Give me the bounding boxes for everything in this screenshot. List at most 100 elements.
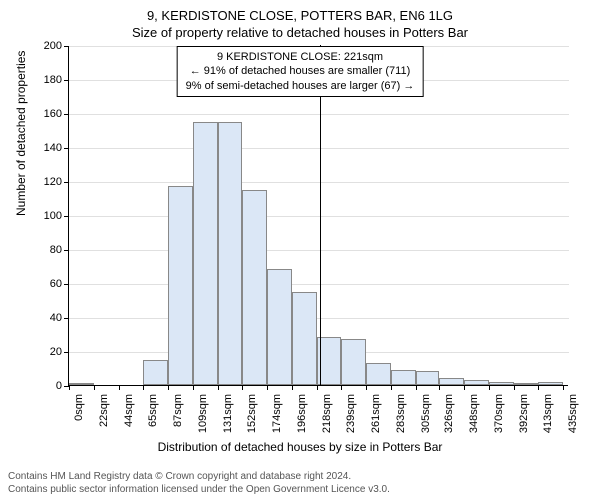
chart-container: 9, KERDISTONE CLOSE, POTTERS BAR, EN6 1L…	[0, 0, 600, 500]
xtick-mark	[292, 385, 293, 390]
ytick-mark	[64, 216, 69, 217]
xtick-mark	[464, 385, 465, 390]
xtick-label: 152sqm	[246, 394, 258, 433]
annotation-line3: 9% of semi-detached houses are larger (6…	[186, 79, 415, 93]
histogram-bar	[391, 370, 416, 385]
histogram-bar	[464, 380, 489, 385]
ytick-label: 0	[12, 380, 62, 392]
xtick-label: 44sqm	[123, 394, 135, 427]
xtick-mark	[439, 385, 440, 390]
xtick-label: 283sqm	[395, 394, 407, 433]
ytick-mark	[64, 114, 69, 115]
xtick-label: 392sqm	[518, 394, 530, 433]
histogram-bar	[514, 383, 538, 385]
xtick-mark	[69, 385, 70, 390]
histogram-bar	[292, 292, 317, 386]
xtick-label: 348sqm	[468, 394, 480, 433]
xtick-mark	[119, 385, 120, 390]
xtick-label: 413sqm	[542, 394, 554, 433]
xtick-mark	[341, 385, 342, 390]
ytick-mark	[64, 250, 69, 251]
xtick-label: 305sqm	[420, 394, 432, 433]
xtick-mark	[514, 385, 515, 390]
xtick-mark	[489, 385, 490, 390]
histogram-bar	[341, 339, 366, 385]
ytick-label: 40	[12, 312, 62, 324]
ytick-mark	[64, 284, 69, 285]
grid-line	[69, 250, 569, 251]
grid-line	[69, 182, 569, 183]
xtick-label: 239sqm	[345, 394, 357, 433]
annotation-line2: ← 91% of detached houses are smaller (71…	[186, 64, 415, 78]
xtick-label: 218sqm	[321, 394, 333, 433]
plot-area: 0204060801001201401601802000sqm22sqm44sq…	[68, 46, 568, 386]
xtick-label: 87sqm	[172, 394, 184, 427]
xtick-mark	[416, 385, 417, 390]
ytick-mark	[64, 80, 69, 81]
xtick-mark	[143, 385, 144, 390]
xtick-mark	[366, 385, 367, 390]
annotation-box: 9 KERDISTONE CLOSE: 221sqm ← 91% of deta…	[177, 46, 424, 97]
ytick-mark	[64, 352, 69, 353]
xtick-mark	[94, 385, 95, 390]
histogram-bar	[439, 378, 464, 385]
ytick-mark	[64, 148, 69, 149]
ytick-mark	[64, 46, 69, 47]
xtick-label: 22sqm	[98, 394, 110, 427]
xtick-mark	[563, 385, 564, 390]
footer-line1: Contains HM Land Registry data © Crown c…	[8, 471, 390, 484]
ytick-label: 120	[12, 176, 62, 188]
ytick-label: 160	[12, 108, 62, 120]
ytick-label: 20	[12, 346, 62, 358]
grid-line	[69, 216, 569, 217]
histogram-bar	[416, 371, 440, 385]
ytick-label: 200	[12, 40, 62, 52]
histogram-bar	[489, 382, 514, 385]
xtick-mark	[168, 385, 169, 390]
ytick-label: 180	[12, 74, 62, 86]
ytick-label: 60	[12, 278, 62, 290]
ytick-mark	[64, 318, 69, 319]
xtick-mark	[391, 385, 392, 390]
xtick-label: 109sqm	[197, 394, 209, 433]
ytick-label: 140	[12, 142, 62, 154]
histogram-bar	[267, 269, 292, 385]
histogram-bar	[168, 186, 193, 385]
xtick-mark	[538, 385, 539, 390]
grid-line	[69, 284, 569, 285]
xtick-label: 65sqm	[147, 394, 159, 427]
histogram-bar	[143, 360, 168, 386]
xtick-mark	[317, 385, 318, 390]
chart-title-line1: 9, KERDISTONE CLOSE, POTTERS BAR, EN6 1L…	[0, 0, 600, 23]
xtick-mark	[218, 385, 219, 390]
xtick-label: 174sqm	[271, 394, 283, 433]
ytick-mark	[64, 182, 69, 183]
histogram-bar	[218, 122, 242, 386]
x-axis-label: Distribution of detached houses by size …	[0, 440, 600, 454]
annotation-line1: 9 KERDISTONE CLOSE: 221sqm	[186, 50, 415, 64]
chart-title-line2: Size of property relative to detached ho…	[0, 23, 600, 40]
grid-line	[69, 114, 569, 115]
footer-text: Contains HM Land Registry data © Crown c…	[8, 471, 390, 496]
plot-inner: 0204060801001201401601802000sqm22sqm44sq…	[68, 46, 568, 386]
ytick-label: 100	[12, 210, 62, 222]
xtick-label: 131sqm	[222, 394, 234, 433]
histogram-bar	[366, 363, 391, 385]
xtick-label: 326sqm	[443, 394, 455, 433]
xtick-label: 261sqm	[370, 394, 382, 433]
histogram-bar	[193, 122, 218, 386]
xtick-mark	[242, 385, 243, 390]
xtick-mark	[193, 385, 194, 390]
ytick-label: 80	[12, 244, 62, 256]
footer-line2: Contains public sector information licen…	[8, 484, 390, 497]
grid-line	[69, 148, 569, 149]
xtick-label: 435sqm	[567, 394, 579, 433]
histogram-bar	[538, 382, 563, 385]
xtick-label: 0sqm	[73, 394, 85, 421]
grid-line	[69, 318, 569, 319]
histogram-bar	[242, 190, 267, 386]
histogram-bar	[69, 383, 94, 385]
xtick-mark	[267, 385, 268, 390]
xtick-label: 196sqm	[296, 394, 308, 433]
xtick-label: 370sqm	[493, 394, 505, 433]
